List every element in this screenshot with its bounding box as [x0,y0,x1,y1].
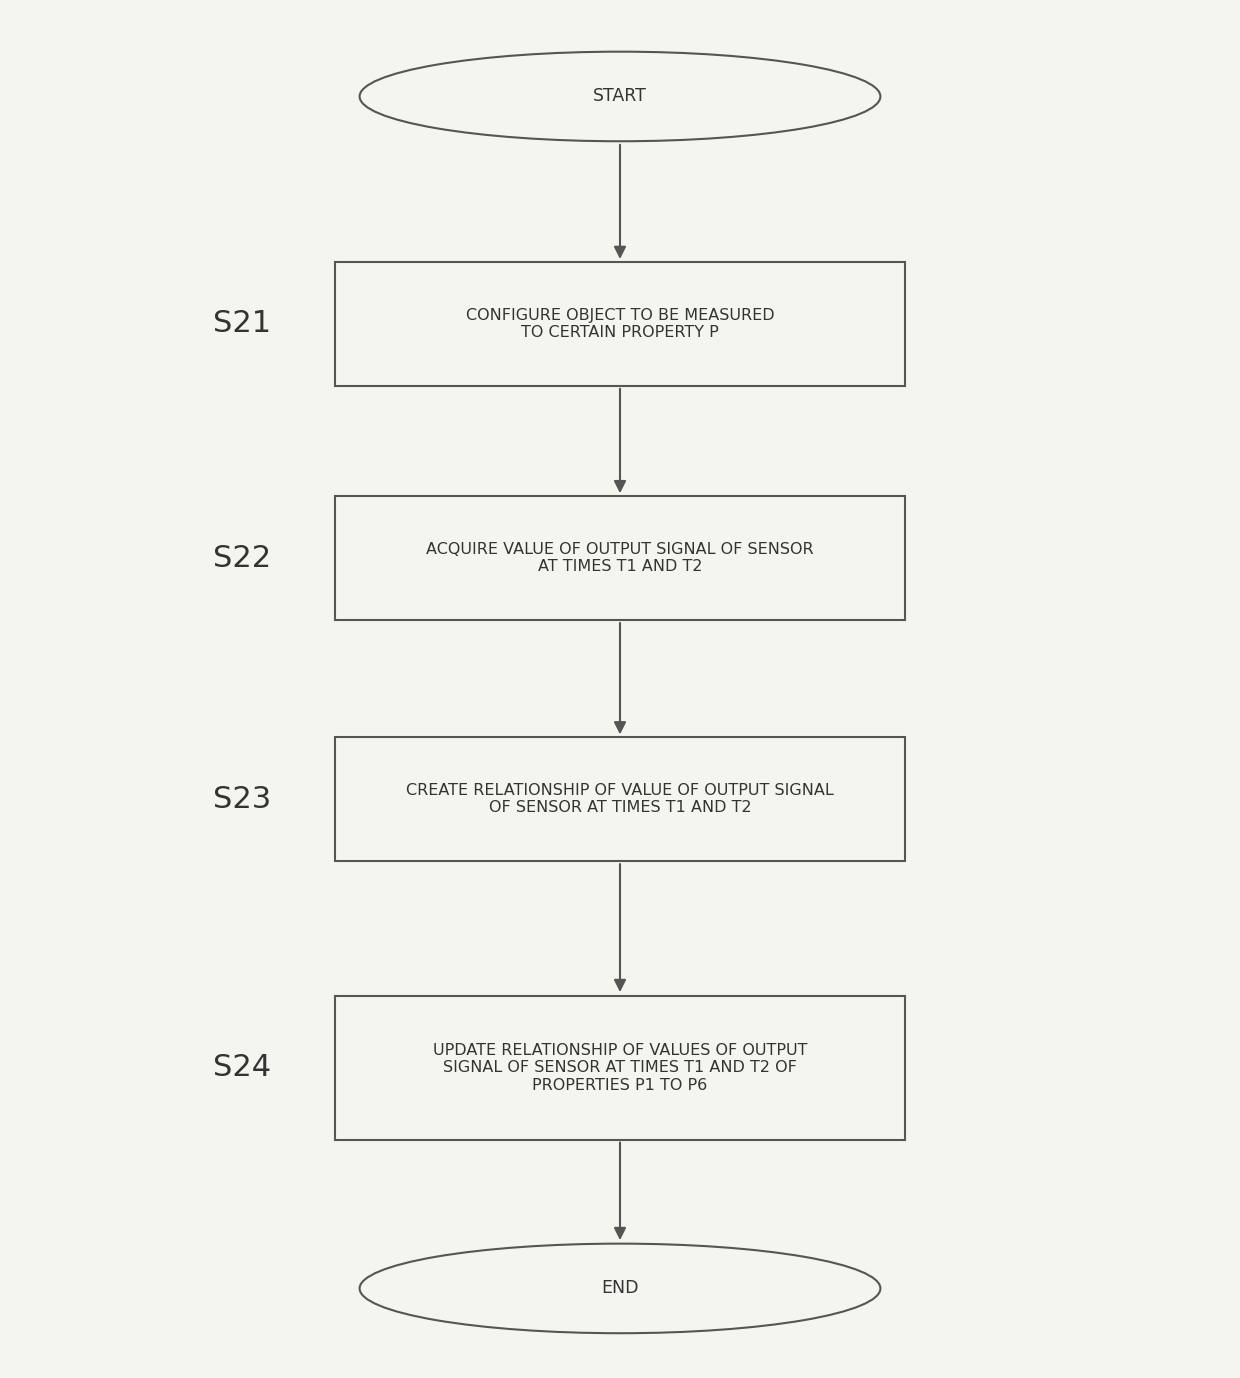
FancyBboxPatch shape [335,496,905,620]
Text: S22: S22 [213,543,270,573]
Text: UPDATE RELATIONSHIP OF VALUES OF OUTPUT
SIGNAL OF SENSOR AT TIMES T1 AND T2 OF
P: UPDATE RELATIONSHIP OF VALUES OF OUTPUT … [433,1043,807,1093]
Text: CONFIGURE OBJECT TO BE MEASURED
TO CERTAIN PROPERTY P: CONFIGURE OBJECT TO BE MEASURED TO CERTA… [466,307,774,340]
Text: CREATE RELATIONSHIP OF VALUE OF OUTPUT SIGNAL
OF SENSOR AT TIMES T1 AND T2: CREATE RELATIONSHIP OF VALUE OF OUTPUT S… [407,783,833,816]
Ellipse shape [360,1243,880,1334]
Text: S23: S23 [213,784,270,814]
FancyBboxPatch shape [335,262,905,386]
FancyBboxPatch shape [335,995,905,1141]
Text: END: END [601,1279,639,1298]
Ellipse shape [360,51,880,142]
FancyBboxPatch shape [335,737,905,861]
Text: ACQUIRE VALUE OF OUTPUT SIGNAL OF SENSOR
AT TIMES T1 AND T2: ACQUIRE VALUE OF OUTPUT SIGNAL OF SENSOR… [427,542,813,575]
Text: S21: S21 [213,309,270,339]
Text: S24: S24 [213,1053,270,1083]
Text: START: START [593,87,647,106]
